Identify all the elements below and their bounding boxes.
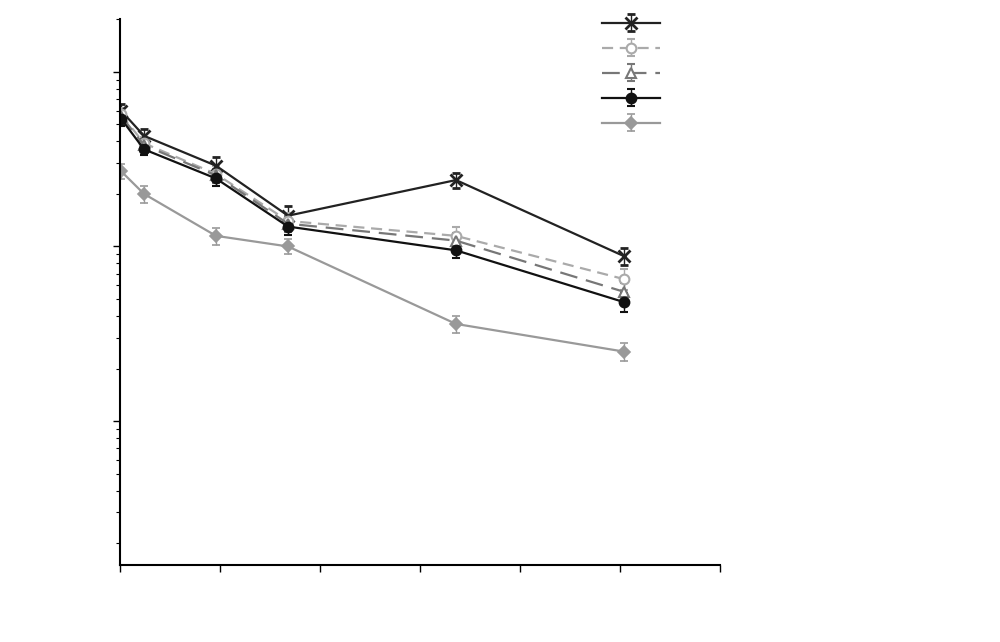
Legend: Ab（30mg/kg）, APEGA-2（30mg/kg）, APEGA-4（30mg/kg）, APEGA-5（30mg/kg）, APEGA-6（30mg/: Ab（30mg/kg）, APEGA-2（30mg/kg）, APEGA-4（3… bbox=[602, 17, 940, 128]
